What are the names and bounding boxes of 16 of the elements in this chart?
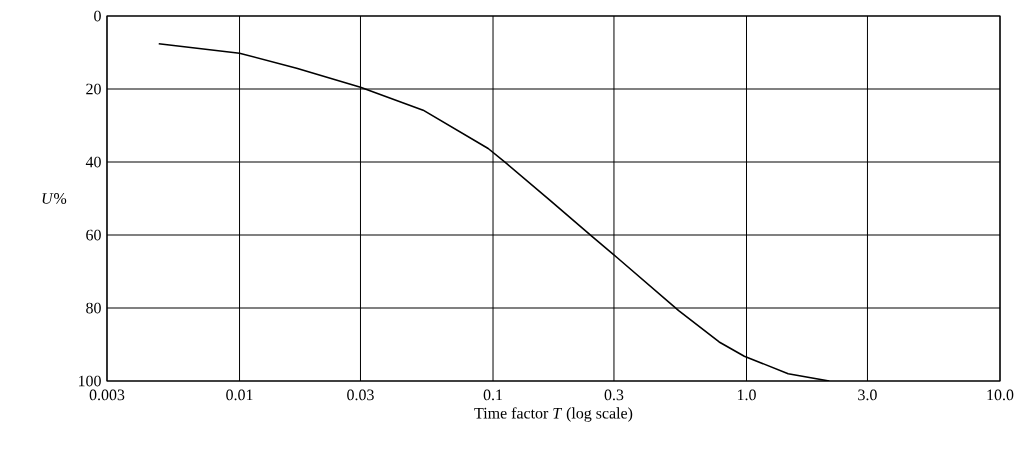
x-tick-label: 0.1 [483, 389, 503, 401]
x-axis-title: Time factor T (log scale) [474, 407, 633, 422]
x-tick-label: 10.0 [987, 389, 1014, 401]
x-tick-label: 0.3 [604, 389, 624, 401]
y-tick-label: 60 [86, 229, 101, 241]
x-tick-label: 0.01 [226, 389, 253, 401]
y-tick-label: 40 [85, 156, 101, 168]
y-tick-label: 0 [94, 10, 101, 22]
x-tick-label: 0.003 [89, 389, 125, 401]
x-tick-label: 1.0 [737, 389, 756, 401]
y-tick-label: 20 [86, 83, 101, 95]
y-tick-label: 100 [78, 375, 101, 387]
y-tick-label: 80 [86, 302, 101, 314]
y-axis-title: U% [42, 193, 67, 204]
x-tick-label: 0.03 [347, 389, 374, 401]
x-tick-label: 3.0 [858, 389, 877, 401]
